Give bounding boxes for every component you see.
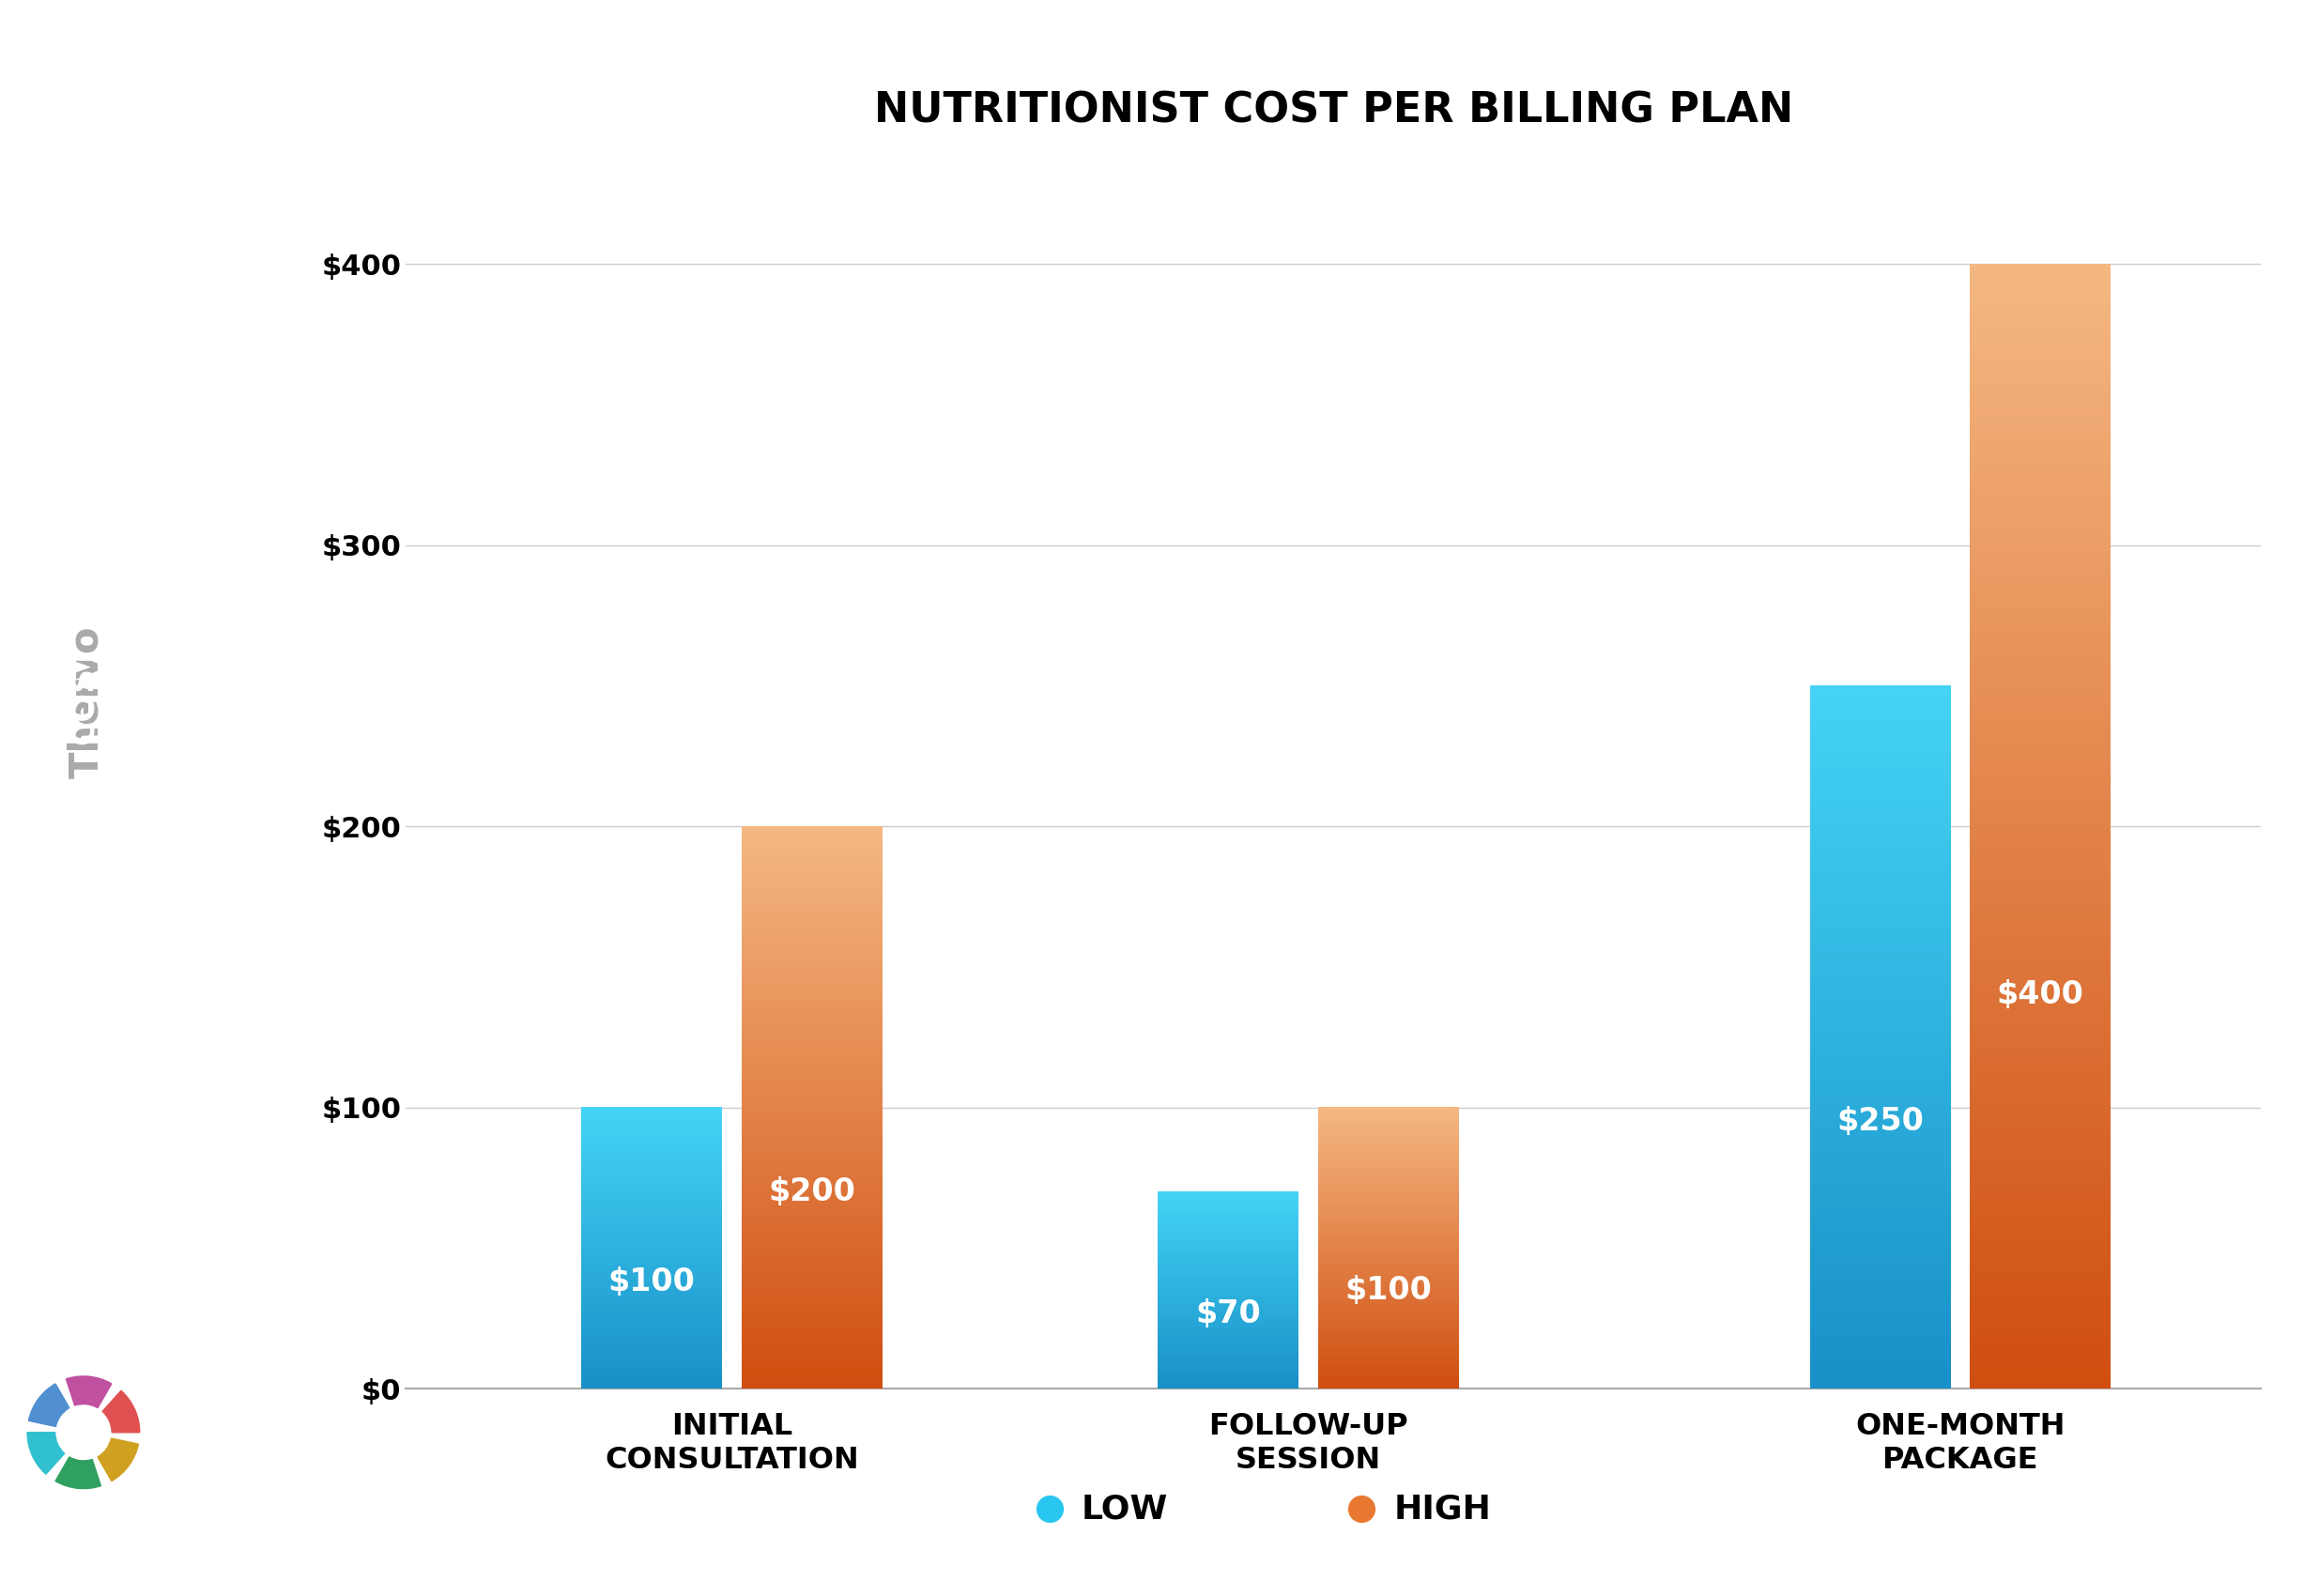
Wedge shape [28, 1384, 70, 1427]
Wedge shape [67, 1376, 111, 1408]
Wedge shape [102, 1390, 139, 1433]
Text: COST: COST [67, 643, 100, 745]
Wedge shape [56, 1457, 100, 1489]
Text: $400: $400 [1997, 980, 2085, 1010]
Text: HIGH: HIGH [1394, 1492, 1491, 1524]
Text: $100: $100 [1345, 1275, 1433, 1306]
Wedge shape [28, 1433, 65, 1475]
Text: $70: $70 [1194, 1298, 1262, 1329]
Text: $100: $100 [608, 1266, 696, 1298]
Text: $200: $200 [768, 1176, 856, 1207]
Text: LOW: LOW [1081, 1492, 1169, 1524]
Wedge shape [97, 1438, 139, 1481]
Text: Thervo: Thervo [67, 626, 107, 779]
Title: NUTRITIONIST COST PER BILLING PLAN: NUTRITIONIST COST PER BILLING PLAN [874, 91, 1793, 131]
Text: $250: $250 [1837, 1106, 1922, 1136]
